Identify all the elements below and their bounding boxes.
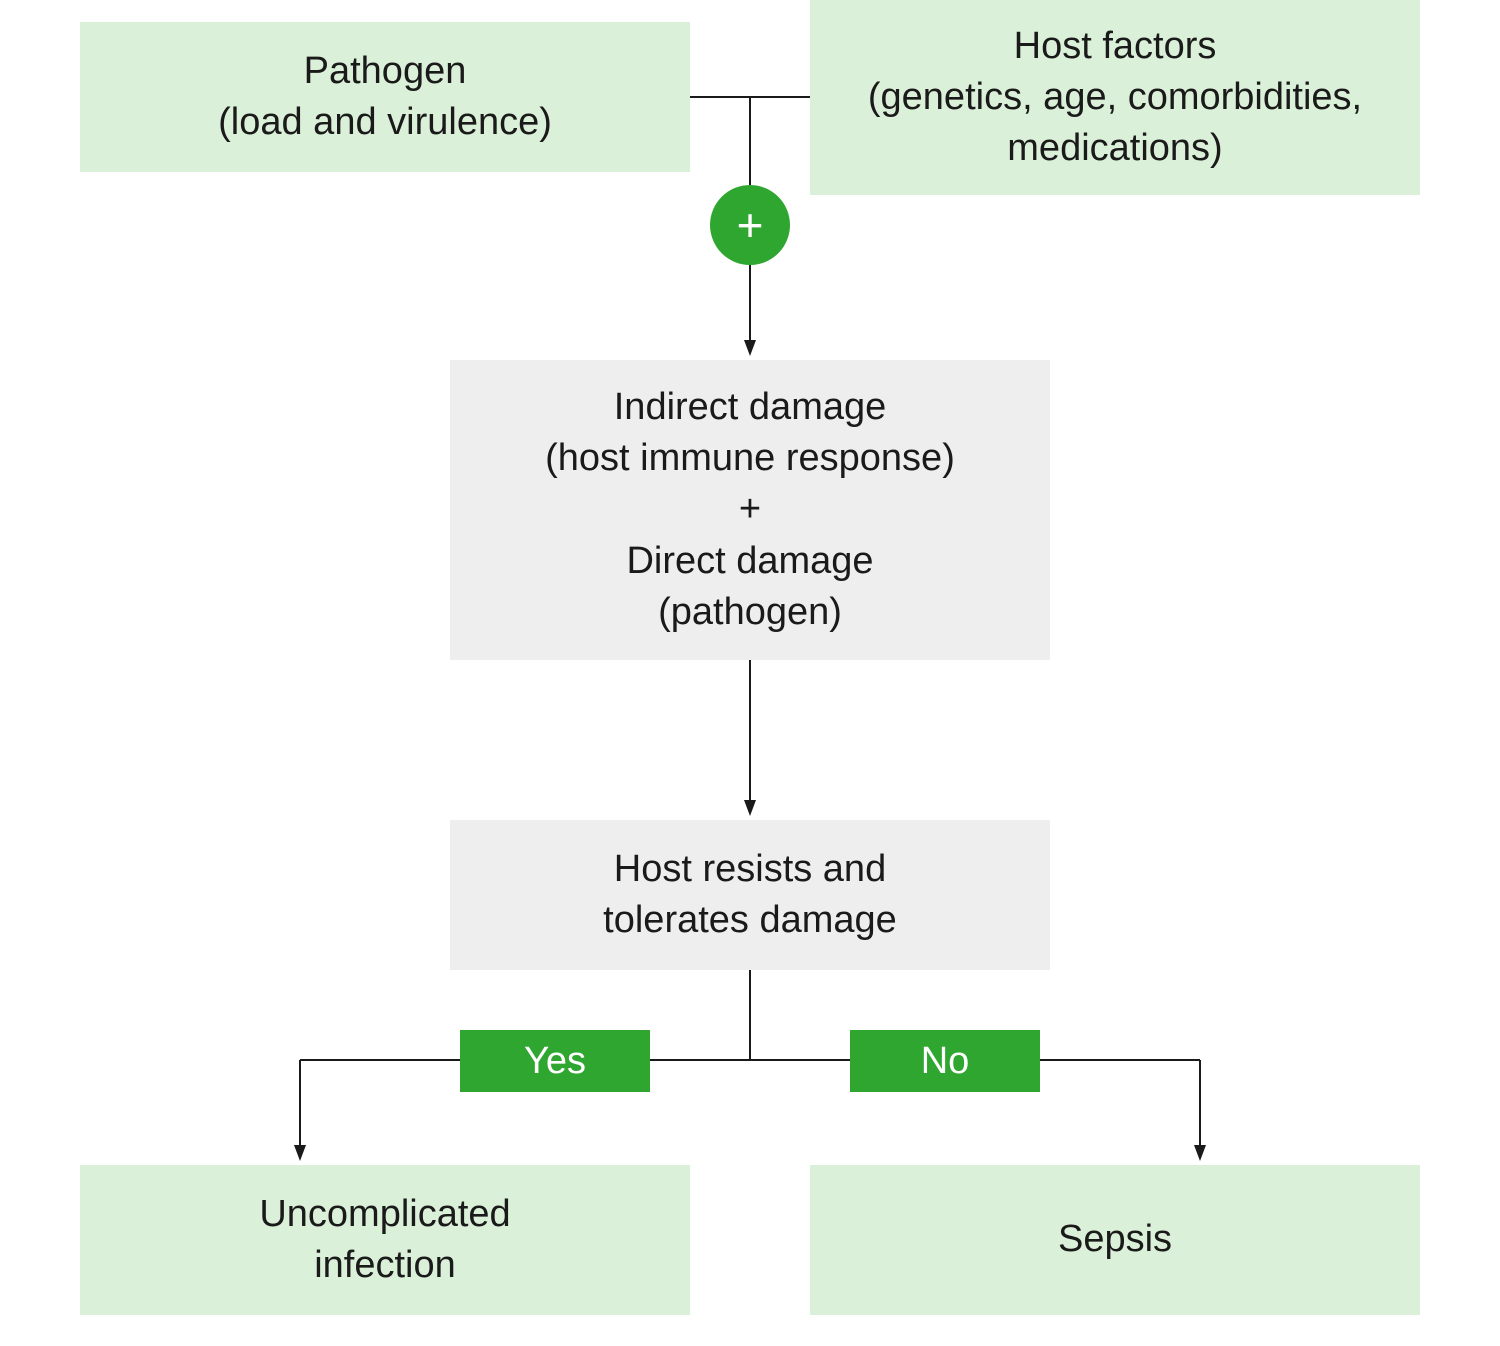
plus-symbol: + [737,198,764,252]
node-sepsis: Sepsis [810,1165,1420,1315]
plus-icon: + [710,185,790,265]
decision-no-text: No [921,1040,970,1083]
node-resists-line1: Host resists and [614,844,886,895]
node-sepsis-line1: Sepsis [1058,1214,1172,1265]
node-pathogen-line1: Pathogen [304,46,467,97]
node-damage-line4: Direct damage [626,536,873,587]
node-pathogen: Pathogen (load and virulence) [80,22,690,172]
node-host-factors: Host factors (genetics, age, comorbiditi… [810,0,1420,195]
node-uncomplicated-line1: Uncomplicated [259,1189,510,1240]
node-uncomplicated-line2: infection [314,1240,456,1291]
node-host-factors-line1: Host factors [1014,21,1217,72]
node-host-factors-line2: (genetics, age, comorbidities, [868,72,1362,123]
node-damage-line1: Indirect damage [614,382,887,433]
node-damage-line2: (host immune response) [545,433,955,484]
node-resists: Host resists and tolerates damage [450,820,1050,970]
decision-yes-text: Yes [524,1040,586,1083]
decision-no: No [850,1030,1040,1092]
node-damage-line5: (pathogen) [658,587,842,638]
decision-yes: Yes [460,1030,650,1092]
node-host-factors-line3: medications) [1007,123,1222,174]
node-pathogen-line2: (load and virulence) [218,97,552,148]
node-damage-line3: + [739,484,761,535]
node-uncomplicated: Uncomplicated infection [80,1165,690,1315]
node-damage: Indirect damage (host immune response) +… [450,360,1050,660]
node-resists-line2: tolerates damage [603,895,897,946]
